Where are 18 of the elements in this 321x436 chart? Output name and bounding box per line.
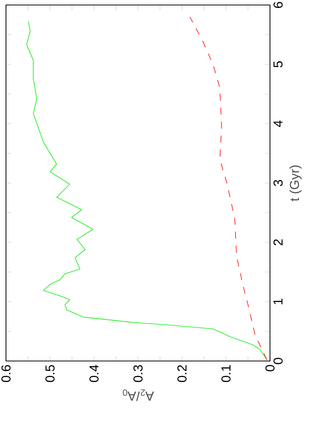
y-tick-label: 0 [274, 358, 283, 364]
y-tick-label: 4 [274, 120, 282, 127]
x-tick-label: 0.2 [177, 365, 187, 382]
x-tick-label: 0 [265, 365, 275, 372]
y-tick-label: 2 [274, 239, 283, 246]
y-tick-label: 6 [274, 2, 283, 8]
x-tick-label: 0.1 [221, 365, 231, 382]
y-tick-label: 5 [274, 61, 283, 68]
x-axis-title: A$_{2}$/A$_{0}$ [122, 389, 154, 402]
line-series [190, 16, 268, 360]
x-tick-label: 0.4 [89, 364, 99, 382]
line-series [26, 21, 268, 360]
y-tick-label: 1 [274, 298, 282, 304]
x-tick-label: 0.5 [45, 365, 55, 382]
x-tick-label: 0.6 [1, 365, 11, 382]
y-tick-label: 3 [274, 180, 283, 186]
x-tick-label: 0.3 [133, 365, 143, 382]
y-axis-title: t (Gyr) [290, 165, 302, 202]
